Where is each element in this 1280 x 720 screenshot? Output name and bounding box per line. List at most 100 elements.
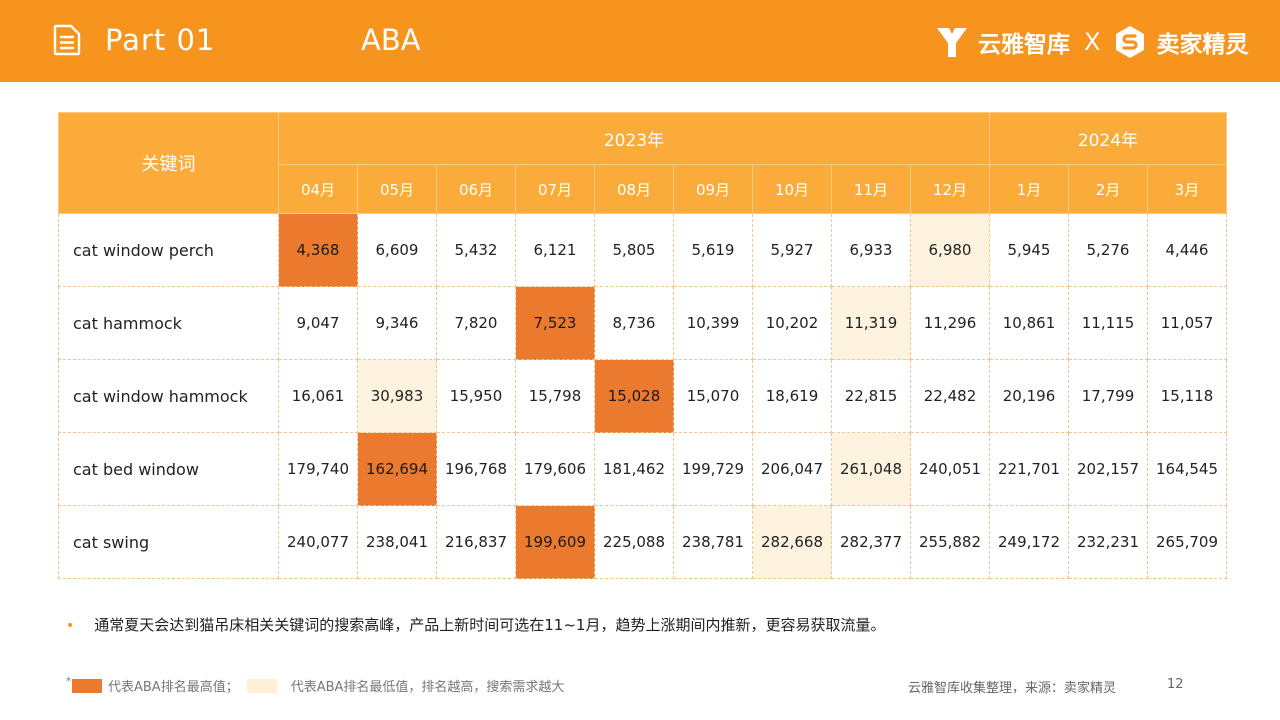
rank-cell: 265,709 <box>1147 505 1227 579</box>
color-legend: * 代表ABA排名最高值； 代表ABA排名最低值，排名越高，搜索需求越大 <box>66 676 564 695</box>
legend-highest-swatch <box>72 678 102 693</box>
rank-cell: 6,609 <box>357 213 437 287</box>
rank-cell: 11,296 <box>910 286 990 360</box>
month-header: 3月 <box>1147 164 1227 214</box>
rank-cell: 18,619 <box>752 359 832 433</box>
month-header: 05月 <box>357 164 437 214</box>
rank-cell-lowest: 6,980 <box>910 213 990 287</box>
rank-cell: 240,077 <box>278 505 358 579</box>
rank-cell: 196,768 <box>436 432 516 506</box>
rank-cell: 5,432 <box>436 213 516 287</box>
month-header: 11月 <box>831 164 911 214</box>
month-header: 04月 <box>278 164 358 214</box>
month-header: 07月 <box>515 164 595 214</box>
rank-cell: 20,196 <box>989 359 1069 433</box>
year-header-2024: 2024年 <box>989 112 1227 165</box>
table-row: cat window hammock 16,061 30,983 15,950 15,7… <box>58 359 1227 433</box>
rank-cell-lowest: 30,983 <box>357 359 437 433</box>
rank-cell: 11,115 <box>1068 286 1148 360</box>
rank-cell-highest: 15,028 <box>594 359 674 433</box>
keyword-cell: cat bed window <box>58 432 279 506</box>
rank-cell: 240,051 <box>910 432 990 506</box>
rank-cell: 16,061 <box>278 359 358 433</box>
source-note: 云雅智库收集整理，来源：卖家精灵 <box>908 681 1117 696</box>
rank-cell: 17,799 <box>1068 359 1148 433</box>
rank-cell: 238,041 <box>357 505 437 579</box>
rank-cell: 232,231 <box>1068 505 1148 579</box>
rank-cell: 221,701 <box>989 432 1069 506</box>
rank-cell-lowest: 282,668 <box>752 505 832 579</box>
rank-cell: 7,820 <box>436 286 516 360</box>
rank-cell: 181,462 <box>594 432 674 506</box>
rank-cell-lowest: 11,319 <box>831 286 911 360</box>
rank-cell: 9,047 <box>278 286 358 360</box>
rank-cell-highest: 7,523 <box>515 286 595 360</box>
legend-lowest-swatch <box>246 678 277 693</box>
document-icon <box>53 24 81 56</box>
page-number: 12 <box>1167 677 1184 692</box>
header-bar: Part 01 ABA 云雅智库 X 卖家精灵 <box>0 0 1280 82</box>
table-row: cat hammock 9,047 9,346 7,820 7,523 8,736 10,3… <box>58 286 1227 360</box>
month-header: 08月 <box>594 164 674 214</box>
legend-asterisk: * <box>66 676 71 687</box>
keyword-cell: cat window perch <box>58 213 279 287</box>
month-header: 06月 <box>436 164 516 214</box>
brand-separator: X <box>1084 28 1101 56</box>
rank-cell: 15,798 <box>515 359 595 433</box>
rank-cell: 4,446 <box>1147 213 1227 287</box>
rank-cell: 179,740 <box>278 432 358 506</box>
month-header: 12月 <box>910 164 990 214</box>
rank-cell: 9,346 <box>357 286 437 360</box>
brand-logos: 云雅智库 X 卖家精灵 <box>934 24 1248 60</box>
aba-table-container: 关键词 2023年 2024年 04月 05月 06月 07月 08月 09月 10月 11月… <box>58 112 1227 579</box>
rank-cell: 22,482 <box>910 359 990 433</box>
note-bullet: • <box>66 618 75 634</box>
year-header-2023: 2023年 <box>278 112 990 165</box>
rank-cell: 10,202 <box>752 286 832 360</box>
keyword-cell: cat window hammock <box>58 359 279 433</box>
rank-cell: 225,088 <box>594 505 674 579</box>
keyword-column-header: 关键词 <box>58 112 279 214</box>
table-row: cat window perch 4,368 6,609 5,432 6,121 5,80… <box>58 213 1227 287</box>
legend-highest-label: 代表ABA排名最高值； <box>108 680 239 695</box>
table-row: cat bed window 179,740 162,694 196,768 179,6… <box>58 432 1227 506</box>
yunya-logo-icon <box>937 28 967 57</box>
rank-cell: 216,837 <box>436 505 516 579</box>
rank-cell: 199,729 <box>673 432 753 506</box>
part-label: Part 01 <box>105 23 216 57</box>
aba-table: 关键词 2023年 2024年 04月 05月 06月 07月 08月 09月 10月 11月… <box>58 112 1227 579</box>
rank-cell: 202,157 <box>1068 432 1148 506</box>
rank-cell: 8,736 <box>594 286 674 360</box>
note-text: 通常夏天会达到猫吊床相关关键词的搜索高峰，产品上新时间可选在11~1月，趋势上涨… <box>94 616 886 634</box>
rank-cell: 5,945 <box>989 213 1069 287</box>
rank-cell: 249,172 <box>989 505 1069 579</box>
rank-cell: 11,057 <box>1147 286 1227 360</box>
rank-cell: 6,933 <box>831 213 911 287</box>
rank-cell-highest: 4,368 <box>278 213 358 287</box>
rank-cell-highest: 199,609 <box>515 505 595 579</box>
rank-cell: 10,861 <box>989 286 1069 360</box>
sellersprite-logo-icon <box>1116 26 1145 58</box>
rank-cell: 282,377 <box>831 505 911 579</box>
rank-cell: 15,950 <box>436 359 516 433</box>
rank-cell: 15,070 <box>673 359 753 433</box>
keyword-cell: cat swing <box>58 505 279 579</box>
rank-cell: 179,606 <box>515 432 595 506</box>
legend-lowest-label: 代表ABA排名最低值，排名越高，搜索需求越大 <box>290 680 565 695</box>
section-title: ABA <box>361 23 421 57</box>
month-header: 1月 <box>989 164 1069 214</box>
rank-cell: 6,121 <box>515 213 595 287</box>
rank-cell-lowest: 261,048 <box>831 432 911 506</box>
rank-cell: 238,781 <box>673 505 753 579</box>
rank-cell: 255,882 <box>910 505 990 579</box>
insight-note: • 通常夏天会达到猫吊床相关关键词的搜索高峰，产品上新时间可选在11~1月，趋势上… <box>66 614 885 635</box>
table-row: cat swing 240,077 238,041 216,837 199,609 225… <box>58 505 1227 579</box>
rank-cell: 206,047 <box>752 432 832 506</box>
month-header: 2月 <box>1068 164 1148 214</box>
rank-cell: 5,805 <box>594 213 674 287</box>
month-header: 09月 <box>673 164 753 214</box>
rank-cell: 5,927 <box>752 213 832 287</box>
rank-cell: 22,815 <box>831 359 911 433</box>
rank-cell: 164,545 <box>1147 432 1227 506</box>
keyword-cell: cat hammock <box>58 286 279 360</box>
